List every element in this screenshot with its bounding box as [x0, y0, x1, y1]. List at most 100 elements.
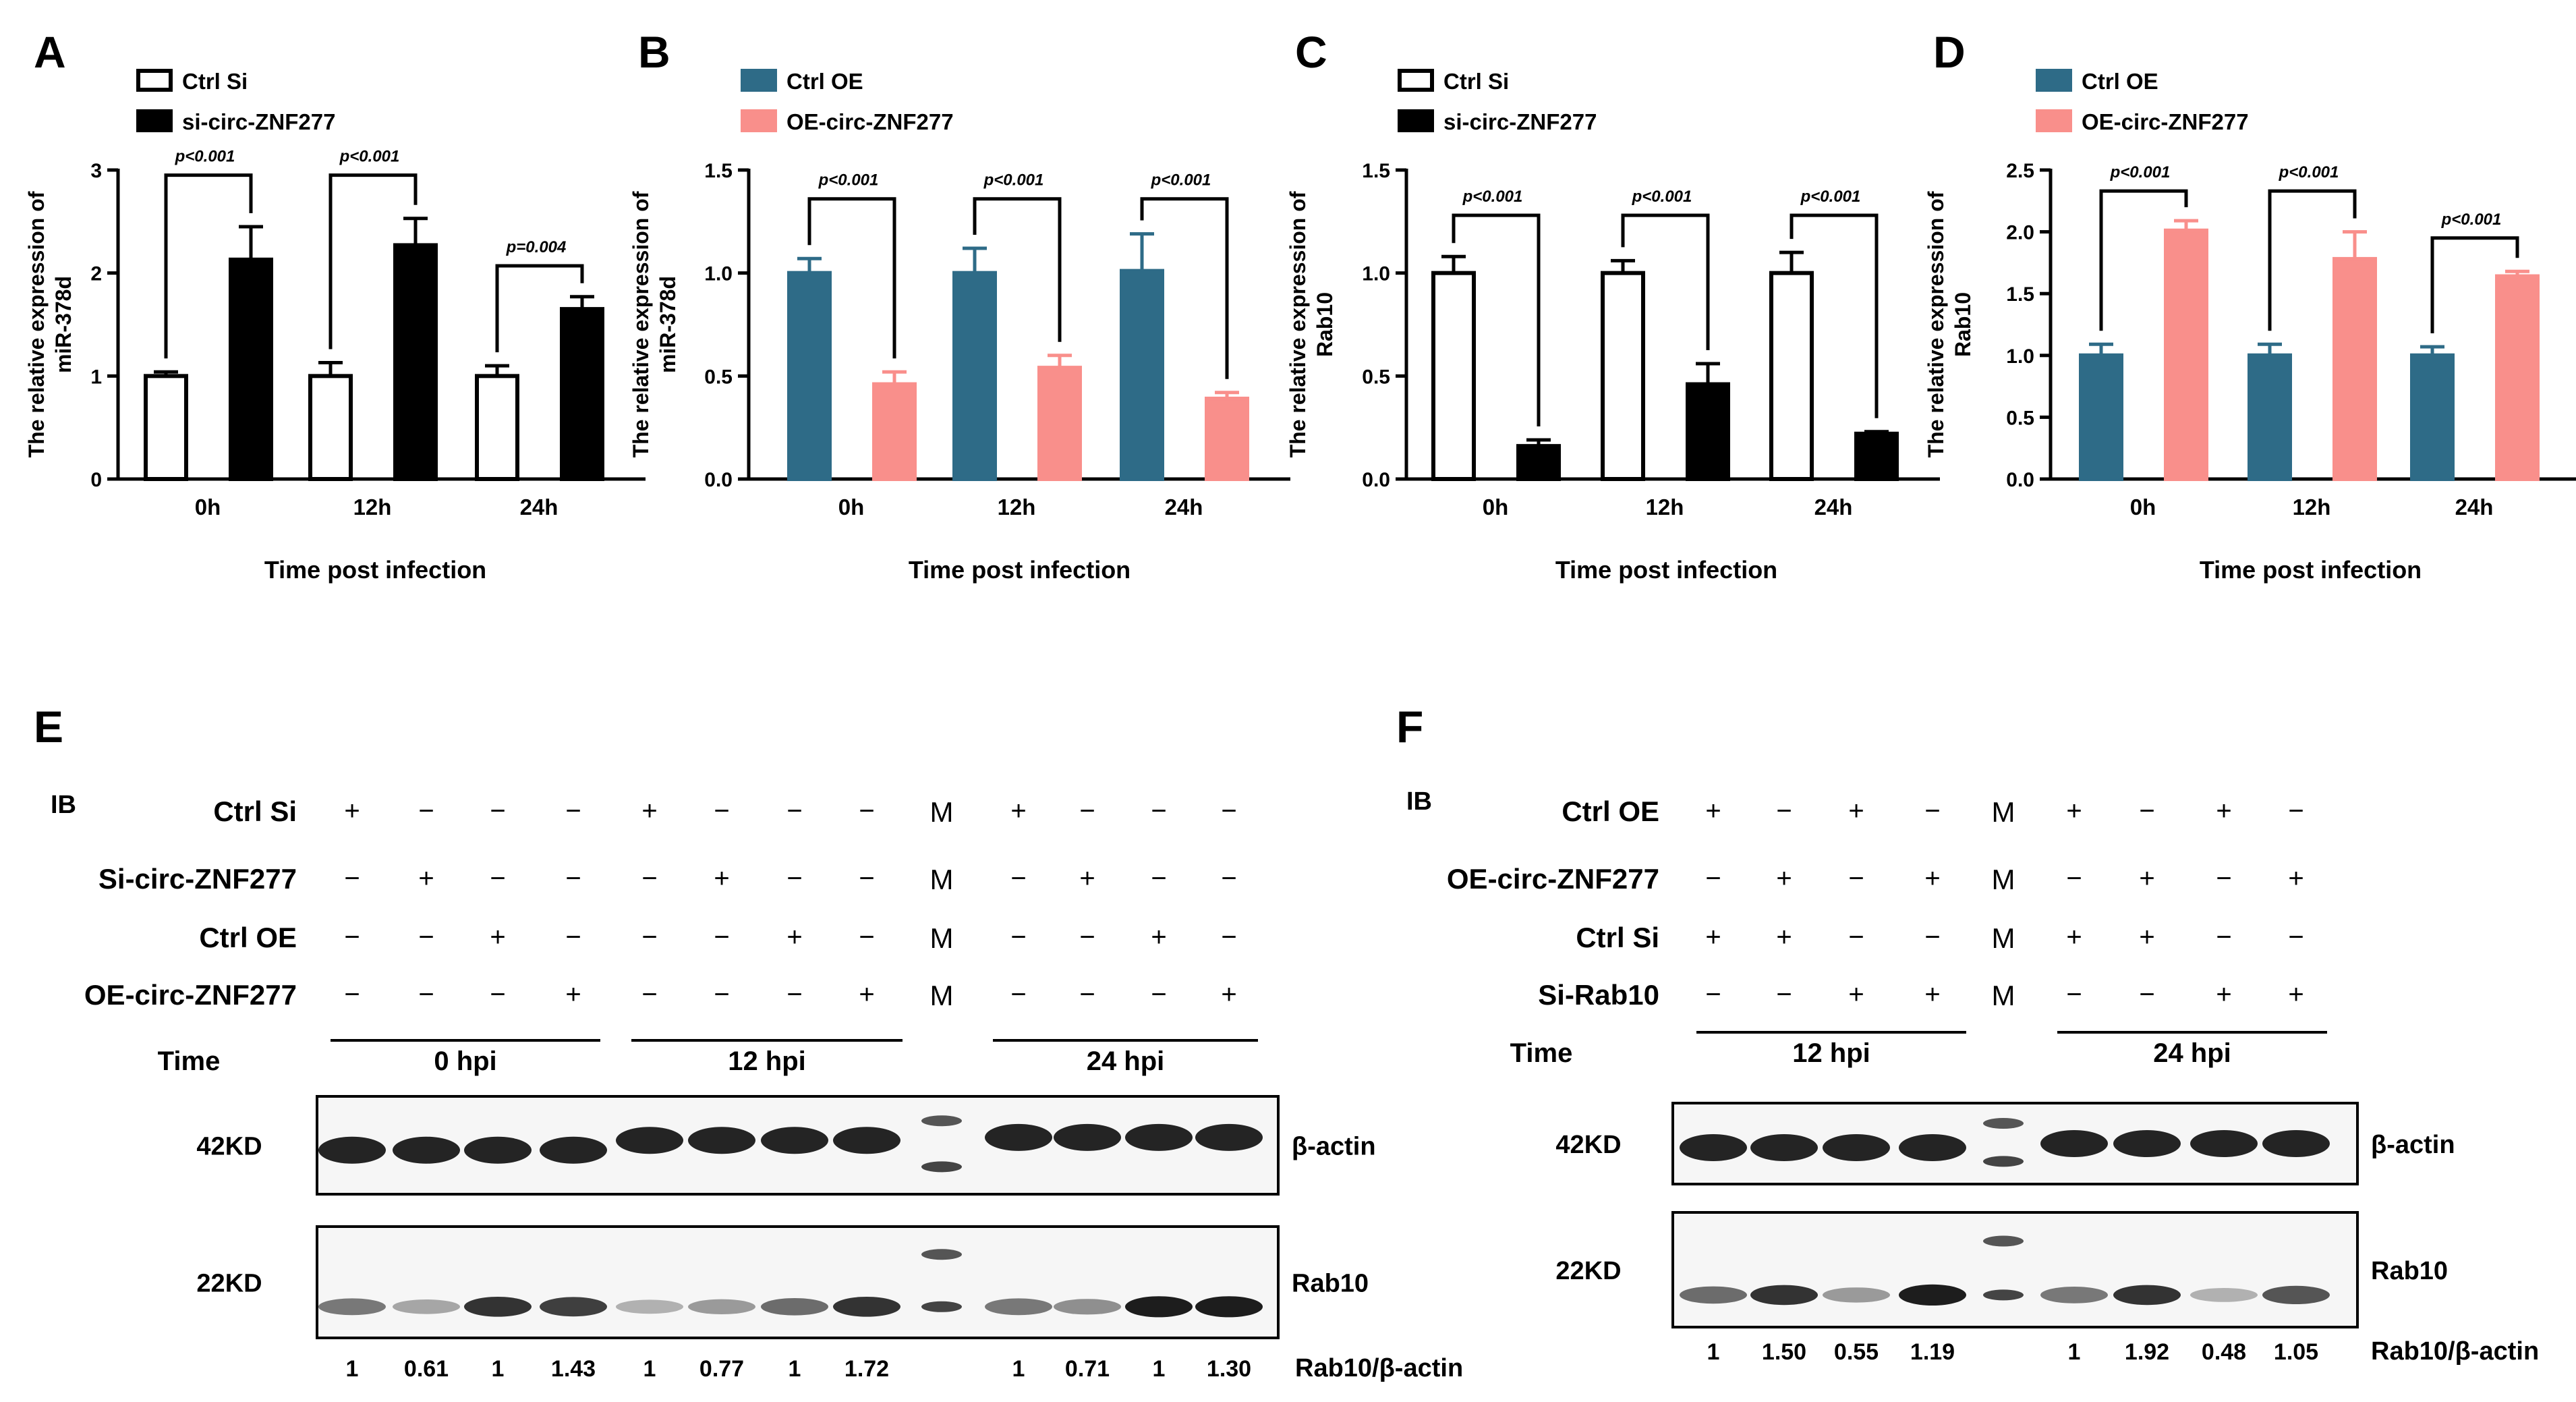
x-axis-title: Time post infection — [909, 556, 1130, 584]
time-group-label: 0 hpi — [434, 1046, 496, 1076]
significance-bracket — [2099, 189, 2188, 331]
lane-sign: + — [641, 796, 657, 826]
marker-band — [921, 1115, 962, 1127]
condition-label: Ctrl Si — [213, 795, 297, 827]
legend-swatch — [2036, 69, 2072, 92]
lane-sign: + — [1221, 980, 1236, 1009]
chart-panel-a: A Ctrl Si si-circ-ZNF277 0 1 2 3 The relative e… — [24, 27, 646, 584]
protein-band — [1823, 1134, 1890, 1161]
rab10-blot — [1671, 1211, 2359, 1328]
band-ratio: 0.77 — [699, 1356, 744, 1382]
lane-sign: + — [2066, 796, 2082, 826]
protein-band — [1195, 1296, 1263, 1318]
y-tick-label: 1.0 — [2006, 345, 2034, 368]
x-tick-label: 0h — [2130, 495, 2156, 520]
lane-sign: − — [1010, 980, 1026, 1009]
bar-treatment — [2164, 228, 2208, 481]
p-value-label: p<0.001 — [1800, 188, 1861, 206]
bar-control — [1431, 271, 1476, 481]
protein-band — [1054, 1299, 1121, 1315]
lane-sign: − — [1079, 922, 1095, 952]
protein-band — [318, 1136, 386, 1164]
protein-band — [616, 1299, 683, 1314]
lane-sign: − — [344, 922, 360, 952]
lane-sign: + — [418, 864, 434, 893]
x-axis-title: Time post infection — [264, 556, 486, 584]
protein-band — [2113, 1130, 2181, 1157]
lane-sign: − — [2066, 980, 2082, 1009]
lane-sign: − — [2288, 922, 2303, 952]
lane-sign: − — [1776, 796, 1792, 826]
lane-sign: − — [344, 864, 360, 893]
lane-sign: − — [859, 922, 874, 952]
protein-band — [1125, 1123, 1193, 1151]
y-tick-label: 1.5 — [1362, 160, 1390, 182]
lane-sign: − — [1848, 864, 1864, 893]
lane-sign: − — [2216, 864, 2231, 893]
blot-frame — [316, 1225, 1280, 1339]
protein-band — [393, 1136, 460, 1164]
legend-label: OE-circ-ZNF277 — [786, 109, 954, 134]
lane-sign: − — [2139, 980, 2154, 1009]
bar-treatment — [872, 382, 917, 482]
time-label: Time — [1510, 1038, 1573, 1068]
lane-sign: − — [1079, 796, 1095, 826]
chart-panel-d: D Ctrl OE OE-circ-ZNF277 0.0 0.5 1.0 1.5 2.0 2.5… — [1924, 27, 2576, 584]
lane-sign: − — [1924, 796, 1940, 826]
band-ratio: 0.55 — [1834, 1339, 1879, 1365]
y-tick-label: 0.5 — [2006, 407, 2034, 429]
lane-sign: − — [2216, 922, 2231, 952]
protein-band — [2262, 1130, 2330, 1157]
y-tick-label: 1.0 — [704, 263, 733, 285]
band-label: Rab10 — [1292, 1270, 1369, 1298]
lane-sign: − — [1705, 980, 1721, 1009]
p-value-label: p=0.004 — [506, 238, 567, 256]
beta-actin-blot — [316, 1095, 1280, 1196]
lane-sign: + — [2288, 864, 2303, 893]
lane-sign: − — [641, 922, 657, 952]
ratio-label: Rab10/β-actin — [1295, 1354, 1463, 1382]
lane-sign: − — [714, 922, 729, 952]
lane-sign: − — [1079, 980, 1095, 1009]
rab10-blot — [316, 1225, 1280, 1339]
time-group-label: 24 hpi — [1087, 1046, 1165, 1076]
protein-band — [688, 1127, 755, 1154]
condition-label: Ctrl Si — [1576, 922, 1659, 953]
lane-sign: − — [1221, 864, 1236, 893]
lane-sign: − — [1010, 922, 1026, 952]
panel-label: A — [34, 27, 66, 77]
molecular-weight-label: 42KD — [1555, 1131, 1621, 1159]
protein-band — [540, 1297, 607, 1317]
x-tick-label: 24h — [1165, 495, 1203, 520]
lane-sign: − — [786, 796, 802, 826]
band-ratio: 1.92 — [2125, 1339, 2169, 1365]
lane-sign: − — [1151, 796, 1166, 826]
time-group-label: 12 hpi — [728, 1046, 806, 1076]
legend-label: OE-circ-ZNF277 — [2082, 109, 2249, 134]
significance-bracket — [2430, 236, 2519, 333]
lane-sign: + — [1079, 864, 1095, 893]
lane-sign: − — [418, 922, 434, 952]
legend-swatch — [741, 109, 777, 132]
lane-sign: − — [1221, 796, 1236, 826]
condition-label: OE-circ-ZNF277 — [1447, 863, 1659, 895]
condition-label: Ctrl OE — [199, 922, 297, 953]
bar-treatment — [393, 243, 438, 481]
protein-band — [1680, 1134, 1747, 1161]
legend-label: si-circ-ZNF277 — [1443, 109, 1597, 134]
band-ratio: 0.61 — [404, 1356, 449, 1382]
p-value-label: p<0.001 — [1462, 188, 1523, 206]
y-axis-label: Rab10 — [1951, 292, 1975, 357]
bar-charts-group: A Ctrl Si si-circ-ZNF277 0 1 2 3 The relative e… — [24, 27, 2576, 584]
blot-frame — [1671, 1211, 2359, 1328]
bar-control — [308, 374, 353, 481]
protein-band — [1899, 1134, 1966, 1161]
y-tick-label: 1.5 — [2006, 283, 2034, 306]
bar-control — [1769, 271, 1814, 481]
x-tick-label: 0h — [1483, 495, 1509, 520]
lane-sign: + — [1776, 922, 1792, 952]
lane-sign: + — [1848, 796, 1864, 826]
y-axis-label: The relative expression of — [1286, 191, 1310, 457]
p-value-label: p<0.001 — [2279, 163, 2339, 181]
protein-band — [833, 1297, 900, 1317]
